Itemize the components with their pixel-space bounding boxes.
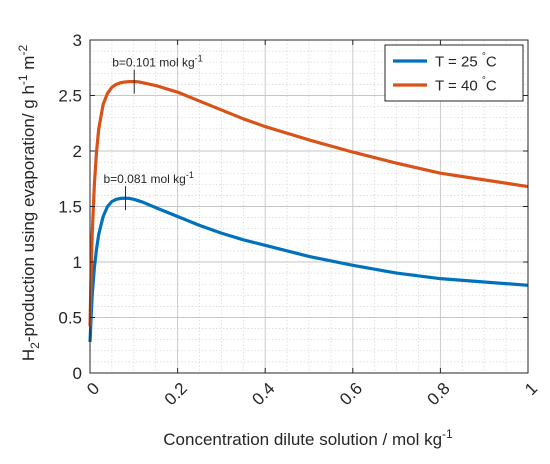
peak-annotation-2: b=0.101 mol kg-1 [112, 54, 202, 70]
peak-annotation-1: b=0.081 mol kg-1 [103, 170, 193, 186]
legend: T = 25 °CT = 40 °C [384, 44, 524, 102]
peak-annotation-text: b=0.101 mol kg [112, 56, 194, 70]
x-axis-title-sup: -1 [442, 427, 453, 441]
y-tick-label: 0.5 [58, 309, 82, 328]
legend-label-unit: C [486, 54, 497, 71]
x-axis-title-main: Concentration dilute solution / mol kg [163, 430, 442, 449]
legend-label-2: T = 40 °C [435, 76, 497, 95]
y-tick-label: 1 [73, 253, 82, 272]
annotations: b=0.081 mol kg-1b=0.101 mol kg-1 [103, 54, 203, 211]
plot-area-frame [89, 39, 529, 374]
peak-annotation-text: b=0.081 mol kg [103, 172, 185, 186]
y-axis-title-sub: 2 [28, 342, 42, 349]
series-layer [88, 80, 529, 342]
legend-label-1: T = 25 °C [435, 52, 497, 71]
y-tick-label: 0 [73, 364, 82, 383]
grid [90, 40, 528, 373]
x-axis-title: Concentration dilute solution / mol kg-1 [163, 427, 453, 449]
y-axis-title-part1: H [19, 349, 38, 361]
y-tick-label: 1.5 [58, 198, 82, 217]
legend-label-main: T = 40 [435, 78, 482, 95]
y-axis-title-sup2: -2 [16, 45, 30, 56]
y-axis-title-sup1: -1 [16, 74, 30, 85]
y-axis-title: H2-production using evaporation/ g h-1 m… [16, 45, 42, 362]
series-line-2 [88, 80, 529, 327]
y-tick-label: 3 [73, 31, 82, 50]
series-line-1 [88, 196, 529, 342]
y-axis-title-part2: -production using evaporation/ g h [19, 85, 38, 342]
legend-degree: ° [482, 76, 486, 87]
peak-annotation-sup: -1 [195, 54, 203, 64]
peak-annotation-sup: -1 [186, 170, 194, 180]
legend-label-unit: C [486, 78, 497, 95]
y-tick-label: 2.5 [58, 87, 82, 106]
y-tick-label: 2 [73, 142, 82, 161]
legend-degree: ° [482, 52, 486, 63]
legend-box [384, 44, 524, 102]
y-axis-title-part3: m [19, 56, 38, 75]
legend-label-main: T = 25 [435, 54, 482, 71]
